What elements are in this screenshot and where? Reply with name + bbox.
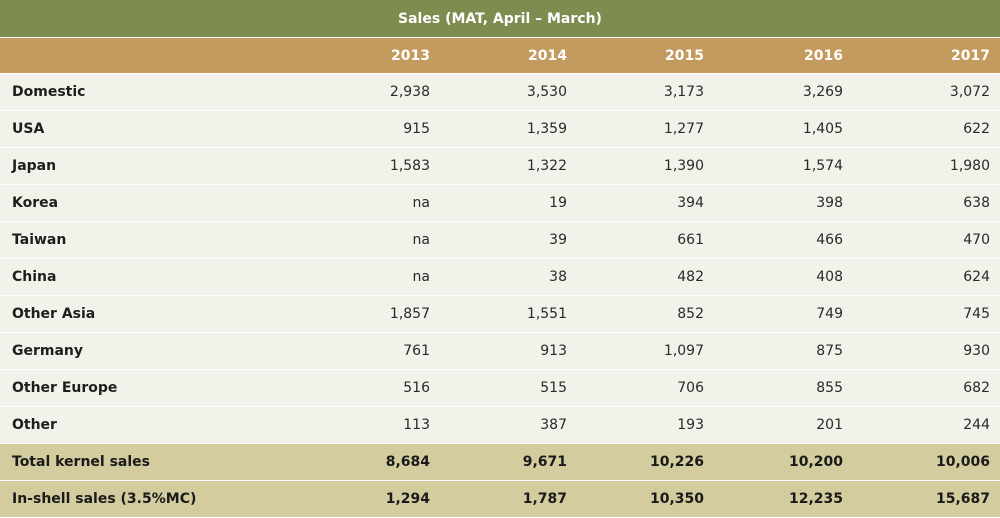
table-cell: 8,684 — [300, 443, 440, 481]
row-label: In-shell sales (3.5%MC) — [0, 480, 300, 518]
table-cell: 855 — [714, 369, 853, 407]
table-row: Taiwan na 39 661 466 470 — [0, 221, 1000, 259]
row-label: Korea — [0, 184, 300, 222]
row-label: Domestic — [0, 73, 300, 111]
table-cell: 1,322 — [440, 147, 577, 185]
table-cell: 3,269 — [714, 73, 853, 111]
table-cell: 482 — [577, 258, 714, 296]
table-cell: 10,350 — [577, 480, 714, 518]
table-cell: 398 — [714, 184, 853, 222]
table-cell: 10,006 — [853, 443, 1000, 481]
row-label: Japan — [0, 147, 300, 185]
table-cell: 193 — [577, 406, 714, 444]
table-cell: 745 — [853, 295, 1000, 333]
table-row: In-shell sales (3.5%MC) 1,294 1,787 10,350 1… — [0, 480, 1000, 518]
row-label: Other — [0, 406, 300, 444]
table-cell: 387 — [440, 406, 577, 444]
header-cell: 2017 — [853, 38, 1000, 74]
table-cell: 9,671 — [440, 443, 577, 481]
table-row: Other Asia 1,857 1,551 852 749 745 — [0, 295, 1000, 333]
table-row: Other Europe 516 515 706 855 682 — [0, 369, 1000, 407]
table-cell: 749 — [714, 295, 853, 333]
table-cell: 1,405 — [714, 110, 853, 148]
table-cell: 470 — [853, 221, 1000, 259]
table-cell: 661 — [577, 221, 714, 259]
table-cell: 113 — [300, 406, 440, 444]
table-cell: 682 — [853, 369, 1000, 407]
sales-table: 2013 2014 2015 2016 2017 Domestic 2,938 3,… — [0, 38, 1000, 518]
table-cell: 1,574 — [714, 147, 853, 185]
table-cell: 408 — [714, 258, 853, 296]
table-cell: 1,097 — [577, 332, 714, 370]
table-cell: 624 — [853, 258, 1000, 296]
table-cell: 15,687 — [853, 480, 1000, 518]
table-row: USA 915 1,359 1,277 1,405 622 — [0, 110, 1000, 148]
table-cell: na — [300, 184, 440, 222]
table-cell: 1,277 — [577, 110, 714, 148]
header-cell: 2015 — [577, 38, 714, 74]
row-label: USA — [0, 110, 300, 148]
table-cell: 466 — [714, 221, 853, 259]
table-cell: 394 — [577, 184, 714, 222]
table-title: Sales (MAT, April – March) — [0, 0, 1000, 38]
table-cell: 913 — [440, 332, 577, 370]
table-row: Other 113 387 193 201 244 — [0, 406, 1000, 444]
table-cell: 39 — [440, 221, 577, 259]
header-cell: 2014 — [440, 38, 577, 74]
table-cell: 1,294 — [300, 480, 440, 518]
row-label: Germany — [0, 332, 300, 370]
table-cell: 1,359 — [440, 110, 577, 148]
row-label: Total kernel sales — [0, 443, 300, 481]
table-cell: 915 — [300, 110, 440, 148]
table-row: Korea na 19 394 398 638 — [0, 184, 1000, 222]
table-cell: 1,857 — [300, 295, 440, 333]
table-cell: 19 — [440, 184, 577, 222]
table-cell: 515 — [440, 369, 577, 407]
table-cell: 3,072 — [853, 73, 1000, 111]
header-row: 2013 2014 2015 2016 2017 — [0, 38, 1000, 74]
table-cell: 1,551 — [440, 295, 577, 333]
header-cell: 2016 — [714, 38, 853, 74]
row-label: Other Asia — [0, 295, 300, 333]
table-cell: 1,390 — [577, 147, 714, 185]
table-cell: 201 — [714, 406, 853, 444]
table-cell: 930 — [853, 332, 1000, 370]
table-cell: 875 — [714, 332, 853, 370]
header-cell: 2013 — [300, 38, 440, 74]
table-cell: 761 — [300, 332, 440, 370]
table-cell: 1,583 — [300, 147, 440, 185]
table-cell: 2,938 — [300, 73, 440, 111]
table-cell: 244 — [853, 406, 1000, 444]
table-cell: 12,235 — [714, 480, 853, 518]
table-row: Total kernel sales 8,684 9,671 10,226 10,200… — [0, 443, 1000, 481]
table-cell: 38 — [440, 258, 577, 296]
table-cell: 622 — [853, 110, 1000, 148]
table-cell: 3,530 — [440, 73, 577, 111]
table-row: Germany 761 913 1,097 875 930 — [0, 332, 1000, 370]
table-cell: 852 — [577, 295, 714, 333]
table-cell: 10,200 — [714, 443, 853, 481]
header-cell — [0, 38, 300, 74]
row-label: China — [0, 258, 300, 296]
table-cell: na — [300, 258, 440, 296]
table-row: Domestic 2,938 3,530 3,173 3,269 3,072 — [0, 73, 1000, 111]
table-cell: 1,787 — [440, 480, 577, 518]
table-cell: 706 — [577, 369, 714, 407]
table-cell: 10,226 — [577, 443, 714, 481]
table-cell: 3,173 — [577, 73, 714, 111]
table-cell: 1,980 — [853, 147, 1000, 185]
table-cell: na — [300, 221, 440, 259]
table-cell: 516 — [300, 369, 440, 407]
table-row: China na 38 482 408 624 — [0, 258, 1000, 296]
row-label: Other Europe — [0, 369, 300, 407]
table-row: Japan 1,583 1,322 1,390 1,574 1,980 — [0, 147, 1000, 185]
row-label: Taiwan — [0, 221, 300, 259]
table-cell: 638 — [853, 184, 1000, 222]
